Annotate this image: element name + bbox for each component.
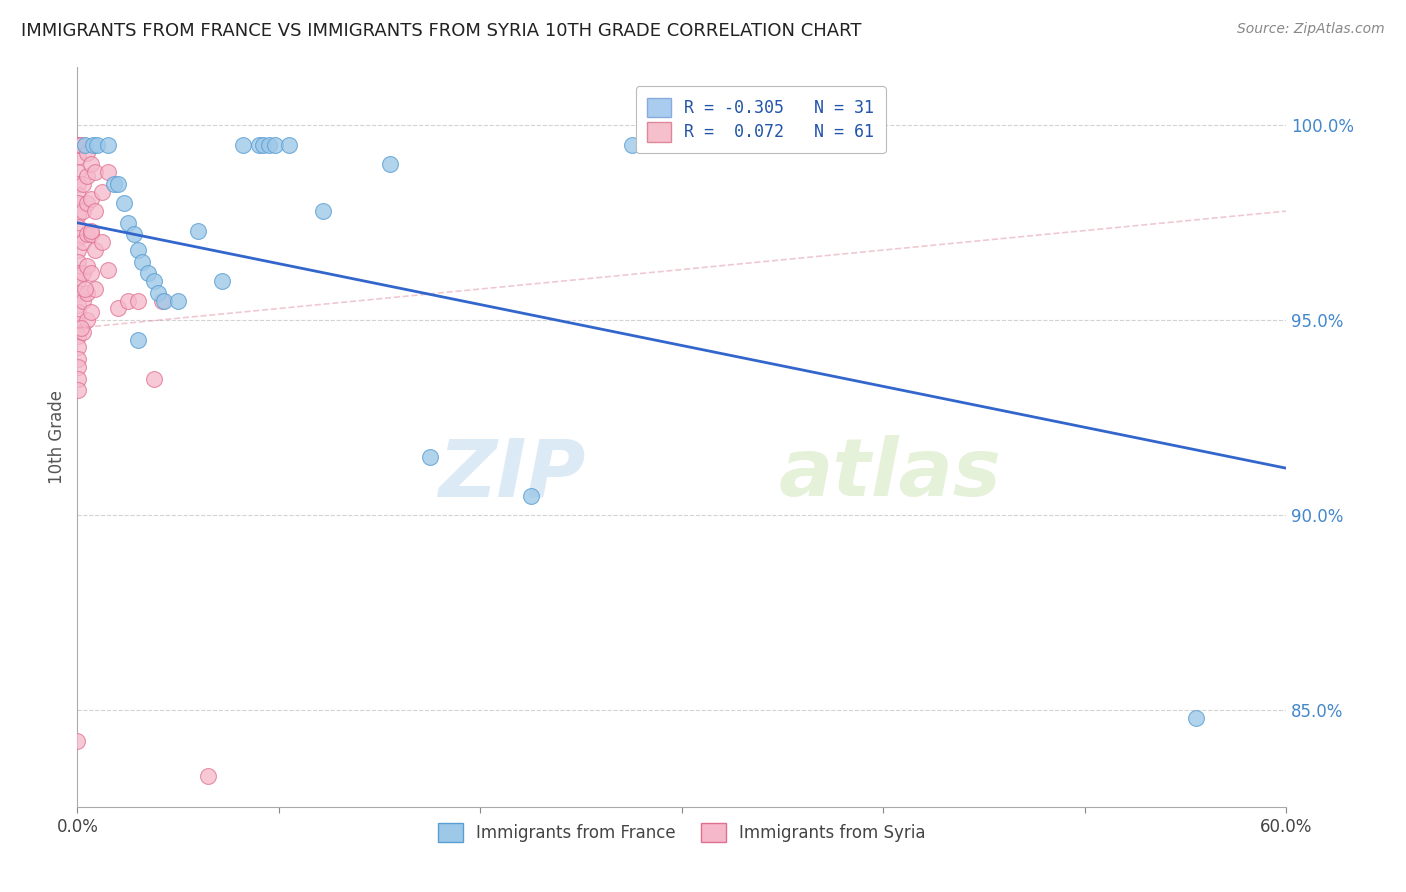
Text: ZIP: ZIP <box>437 435 585 513</box>
Point <box>67 177 90 191</box>
Point <box>84 165 107 179</box>
Point <box>66 734 89 748</box>
Point <box>80 193 103 207</box>
Point <box>67 305 90 319</box>
Point <box>96 137 118 152</box>
Point <box>90 185 112 199</box>
Point <box>67 371 90 385</box>
Point <box>520 489 543 503</box>
Point <box>117 293 139 308</box>
Point <box>67 328 90 343</box>
Point <box>67 243 90 257</box>
Point <box>67 231 90 245</box>
Point <box>127 243 149 257</box>
Point <box>67 285 90 300</box>
Point <box>257 137 280 152</box>
Point <box>211 274 233 288</box>
Point <box>72 325 94 339</box>
Point <box>103 177 125 191</box>
Point <box>131 254 153 268</box>
Point <box>112 196 135 211</box>
Point <box>142 371 165 385</box>
Point <box>136 267 159 281</box>
Point <box>67 297 90 311</box>
Point <box>75 282 97 296</box>
Point <box>378 157 401 171</box>
Point <box>76 259 98 273</box>
Point <box>127 293 149 308</box>
Point <box>312 204 335 219</box>
Y-axis label: 10th Grade: 10th Grade <box>48 390 66 484</box>
Point <box>197 769 219 783</box>
Point <box>67 137 90 152</box>
Legend: Immigrants from France, Immigrants from Syria: Immigrants from France, Immigrants from … <box>430 814 934 851</box>
Point <box>67 341 90 355</box>
Point <box>67 196 90 211</box>
Point <box>67 137 90 152</box>
Point <box>146 285 169 300</box>
Point <box>80 157 103 171</box>
Point <box>263 137 285 152</box>
Text: atlas: atlas <box>779 435 1001 513</box>
Point <box>67 254 90 268</box>
Point <box>72 293 94 308</box>
Point <box>67 274 90 288</box>
Point <box>84 243 107 257</box>
Text: IMMIGRANTS FROM FRANCE VS IMMIGRANTS FROM SYRIA 10TH GRADE CORRELATION CHART: IMMIGRANTS FROM FRANCE VS IMMIGRANTS FRO… <box>21 22 862 40</box>
Point <box>76 145 98 160</box>
Point <box>67 219 90 234</box>
Point <box>142 274 165 288</box>
Point <box>117 216 139 230</box>
Point <box>153 293 176 308</box>
Point <box>72 177 94 191</box>
Point <box>80 223 103 237</box>
Point <box>80 227 103 242</box>
Point <box>127 333 149 347</box>
Point <box>84 204 107 219</box>
Point <box>72 235 94 250</box>
Point <box>107 301 129 316</box>
Point <box>72 267 94 281</box>
Point <box>76 285 98 300</box>
Point <box>67 149 90 163</box>
Point <box>84 282 107 296</box>
Point <box>247 137 270 152</box>
Point <box>67 352 90 367</box>
Point <box>150 293 173 308</box>
Point <box>75 137 97 152</box>
Point <box>122 227 145 242</box>
Point <box>67 359 90 374</box>
Point <box>67 188 90 202</box>
Point <box>1185 711 1208 725</box>
Point <box>76 196 98 211</box>
Point <box>278 137 301 152</box>
Point <box>96 165 118 179</box>
Point <box>67 317 90 331</box>
Point <box>70 137 93 152</box>
Point <box>96 262 118 277</box>
Point <box>252 137 274 152</box>
Point <box>76 169 98 183</box>
Point <box>67 267 90 281</box>
Point <box>70 321 93 335</box>
Point <box>107 177 129 191</box>
Point <box>67 208 90 222</box>
Point <box>86 137 108 152</box>
Point <box>187 223 209 237</box>
Point <box>67 384 90 398</box>
Point <box>620 137 643 152</box>
Text: Source: ZipAtlas.com: Source: ZipAtlas.com <box>1237 22 1385 37</box>
Point <box>76 313 98 327</box>
Point <box>82 137 104 152</box>
Point <box>232 137 254 152</box>
Point <box>72 204 94 219</box>
Point <box>67 165 90 179</box>
Point <box>90 235 112 250</box>
Point <box>419 450 441 464</box>
Point <box>76 227 98 242</box>
Point <box>167 293 190 308</box>
Point <box>80 305 103 319</box>
Point <box>80 267 103 281</box>
